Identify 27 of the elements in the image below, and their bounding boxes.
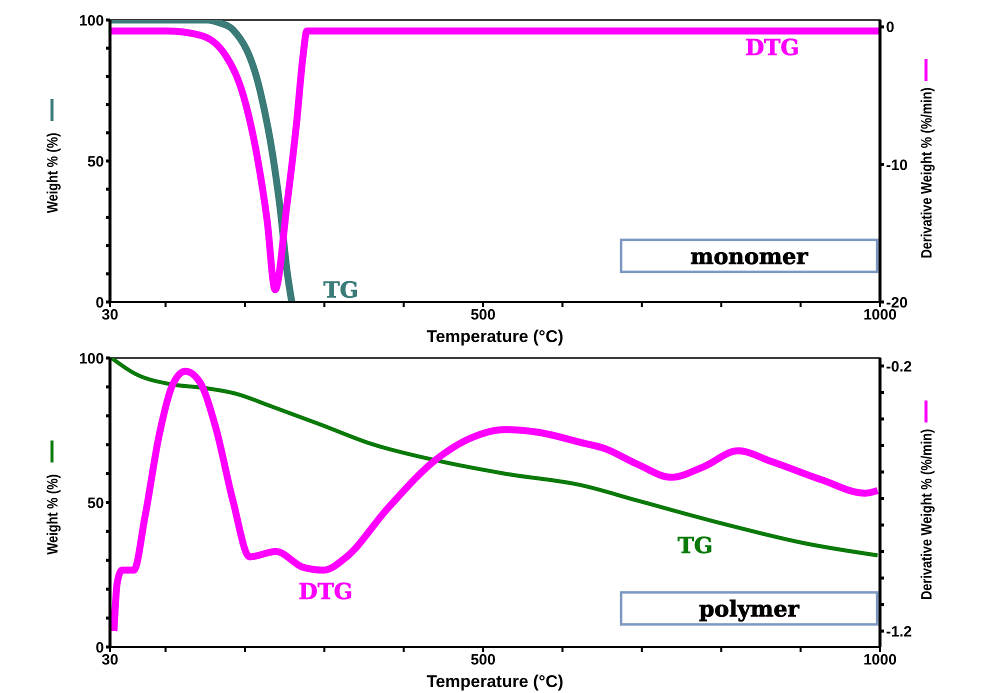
y2-tick-label: -10	[886, 156, 908, 174]
x-tick-label: 500	[470, 306, 496, 324]
y-tick-label: 100	[78, 350, 104, 368]
y-axis-title: Weight % (%)	[43, 474, 61, 555]
y2-axis-title: Derivative Weight % (%/min)	[917, 428, 935, 600]
series-label: DTG	[298, 579, 353, 606]
y2-tick-label: -0.2	[886, 358, 912, 376]
y-axis-title: Weight % (%)	[43, 132, 61, 214]
x-tick-label: 500	[470, 652, 496, 669]
x-tick-label: 1000	[863, 652, 897, 669]
y2-axis-title: Derivative Weight % (%/min)	[917, 87, 935, 258]
y-tick-label: 50	[87, 153, 104, 170]
y2-tick-label: -1.2	[886, 623, 912, 640]
series-label: TG	[323, 278, 359, 304]
x-tick-label: 30	[102, 306, 118, 324]
series-label: DTG	[745, 35, 800, 62]
x-tick-label: 1000	[863, 306, 897, 324]
line-series	[110, 358, 880, 558]
x-axis-title: Temperature (°C)	[426, 672, 564, 691]
x-tick-label: 30	[102, 652, 118, 669]
y-tick-label: 50	[87, 494, 104, 512]
annotation: polymer	[699, 596, 800, 622]
x-axis-title: Temperature (°C)	[426, 327, 564, 346]
annotation: monomer	[690, 244, 808, 270]
y-tick-label: 100	[78, 12, 104, 30]
y2-tick-label: 0	[886, 19, 894, 36]
series-label: TG	[678, 532, 713, 559]
